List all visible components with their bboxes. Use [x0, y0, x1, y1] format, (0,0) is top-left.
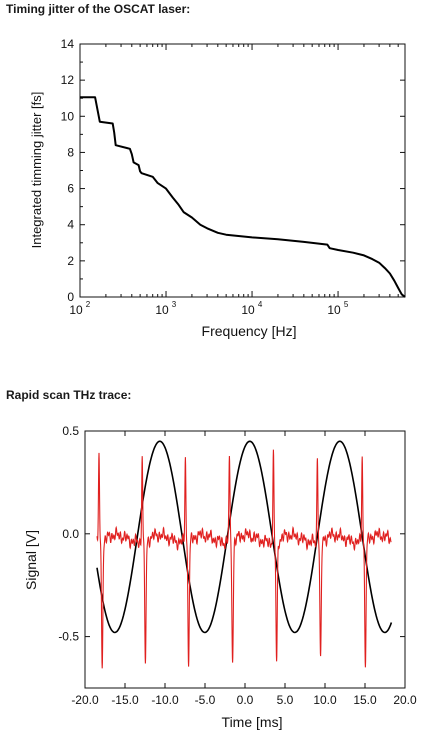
- jitter-y-tick-label: 0: [67, 290, 74, 304]
- jitter-y-tick-label: 6: [67, 182, 74, 196]
- jitter-x-tick-exponent: 2: [86, 300, 91, 309]
- jitter-x-axis-label: Frequency [Hz]: [202, 323, 297, 339]
- thz-y-tick-label: 0.0: [62, 527, 79, 541]
- jitter-y-tick-label: 4: [67, 218, 74, 232]
- thz-plot-area: -20.0 -15.0 -10.0 -5.0 0.0 5.0 10.0 15.0 20.0 0.5…: [58, 424, 417, 707]
- thz-y-tick-label: 0.5: [62, 424, 79, 438]
- thz-x-tick-label: 0.0: [237, 693, 254, 707]
- jitter-x-tick-label: 10: [327, 303, 341, 317]
- jitter-x-tick-exponent: 3: [172, 300, 177, 309]
- thz-x-tick-label: -15.0: [111, 693, 139, 707]
- thz-y-tick-label: -0.5: [58, 630, 79, 644]
- jitter-y-tick-label: 12: [61, 73, 75, 87]
- thz-plot-frame: [84, 430, 406, 689]
- chart1-heading: Timing jitter of the OSCAT laser:: [6, 2, 191, 16]
- thz-x-tick-label: -5.0: [195, 693, 216, 707]
- jitter-y-tick-label: 2: [67, 254, 74, 268]
- jitter-x-tick-exponent: 4: [258, 300, 263, 309]
- jitter-y-axis-label: Integrated timming jitter [fs]: [29, 92, 44, 249]
- thz-x-axis-label: Time [ms]: [222, 714, 283, 730]
- jitter-x-tick-exponent: 5: [344, 300, 349, 309]
- thz-x-tick-label: 10.0: [313, 693, 337, 707]
- jitter-x-tick-label: 10: [155, 303, 169, 317]
- chart2-heading: Rapid scan THz trace:: [6, 388, 132, 402]
- jitter-y-tick-label: 10: [61, 109, 75, 123]
- thz-x-tick-label: -10.0: [151, 693, 179, 707]
- jitter-x-tick-label: 10: [69, 303, 83, 317]
- thz-x-tick-label: 20.0: [393, 693, 417, 707]
- jitter-y-tick-label: 8: [67, 145, 74, 159]
- thz-x-tick-label: 5.0: [277, 693, 294, 707]
- jitter-series-line: [80, 96, 406, 298]
- thz-pulse-series: [96, 449, 392, 669]
- jitter-x-tick-label: 10: [241, 303, 255, 317]
- thz-x-tick-label: -20.0: [71, 693, 99, 707]
- thz-y-axis-label: Signal [V]: [23, 530, 39, 590]
- thz-sine-series: [96, 440, 393, 634]
- jitter-y-tick-label: 14: [61, 37, 75, 51]
- thz-x-tick-label: 15.0: [353, 693, 377, 707]
